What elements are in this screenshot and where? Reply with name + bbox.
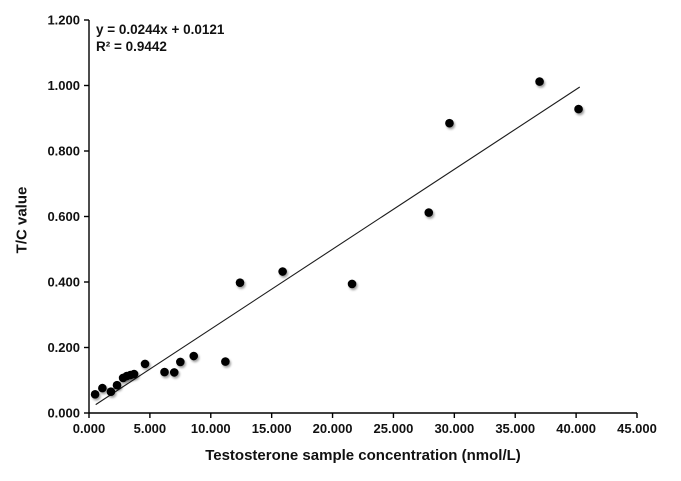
x-axis-title: Testosterone sample concentration (nmol/… [205,447,521,464]
data-point [106,387,116,397]
data-point [278,267,287,276]
y-tick-label: 0.200 [47,340,80,355]
x-tick-label: 30.000 [434,421,474,436]
x-tick-label: 45.000 [617,421,657,436]
y-tick-label: 0.400 [47,275,80,290]
data-point [112,380,122,390]
data-point [189,351,199,361]
trendline [95,86,581,406]
y-tick-label: 1.000 [47,78,80,93]
data-point [129,369,139,379]
data-point [235,278,245,287]
y-tick-label: 0.600 [47,209,80,224]
data-point [535,77,544,86]
regression-annotation: y = 0.0244x + 0.0121 R² = 0.9442 [96,22,224,55]
x-tick-label: 10.000 [191,421,231,436]
y-axis-title: T/C value [13,186,31,254]
data-point [169,368,179,377]
x-tick-label: 20.000 [313,421,353,436]
x-tick-label: 25.000 [374,421,414,436]
data-point [445,118,454,128]
r-squared-value: R² = 0.9442 [96,38,167,54]
data-point [347,279,357,289]
x-tick-label: 5.000 [134,421,167,436]
x-tick-label: 0.000 [73,421,106,436]
data-point [176,357,185,367]
x-tick-label: 35.000 [495,421,535,436]
data-point [160,367,169,377]
data-point [221,357,230,366]
y-tick-label: 1.200 [47,13,80,28]
y-tick-label: 0.000 [47,406,80,421]
data-point [574,104,583,114]
y-tick-label: 0.800 [47,144,80,159]
regression-equation: y = 0.0244x + 0.0121 [96,22,225,37]
data-point [424,208,434,217]
x-tick-label: 15.000 [252,421,292,436]
data-point [140,359,150,369]
data-point [98,383,107,393]
x-tick-label: 40.000 [556,421,596,436]
data-point [90,390,100,399]
